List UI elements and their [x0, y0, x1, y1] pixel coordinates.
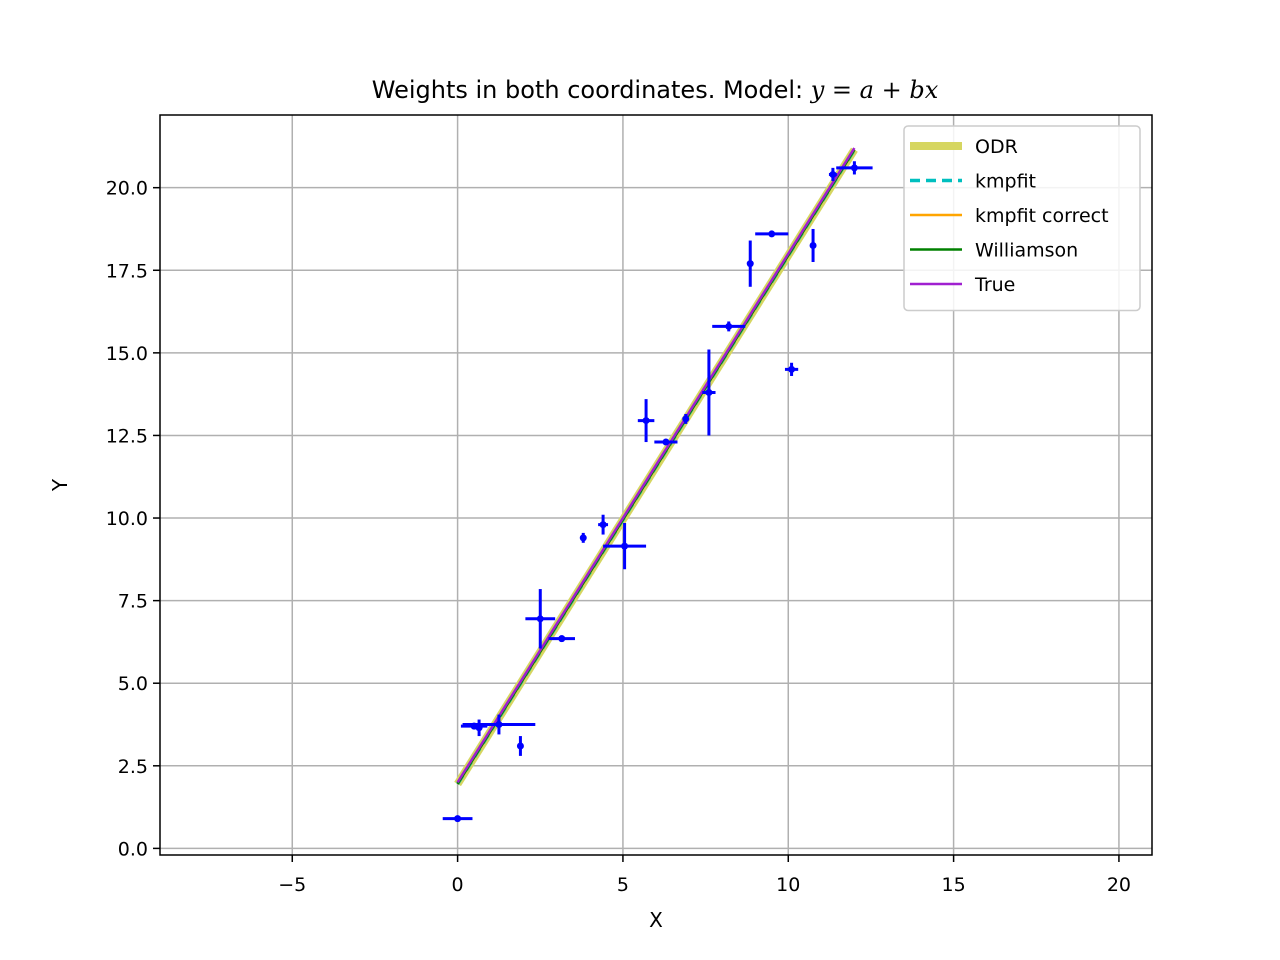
legend-box — [903, 125, 1141, 312]
fit-lines — [454, 147, 858, 787]
point-marker — [536, 615, 544, 623]
chart-title-prefix: Weights in both coordinates. Model: — [372, 76, 811, 104]
point-marker — [725, 322, 733, 330]
point-marker — [621, 542, 629, 550]
point-marker — [850, 164, 858, 172]
x-tick-label: 5 — [617, 874, 629, 896]
legend-label-kmpfit-correct: kmpfit correct — [975, 205, 1109, 227]
x-tick-label: 15 — [942, 874, 966, 896]
y-tick-label: 17.5 — [106, 260, 148, 282]
fit-line-true — [456, 147, 856, 783]
y-tick-label: 2.5 — [118, 756, 148, 778]
data-point — [755, 230, 789, 238]
point-marker — [516, 742, 524, 750]
point-marker — [454, 815, 462, 823]
data-point — [836, 161, 873, 175]
point-marker — [829, 170, 837, 178]
y-tick-label: 12.5 — [106, 425, 148, 447]
point-marker — [642, 417, 650, 425]
y-axis-label: Y — [48, 478, 72, 492]
point-marker — [495, 721, 503, 729]
legend-label-kmpfit: kmpfit — [975, 171, 1036, 193]
x-tick-label: −5 — [278, 874, 306, 896]
y-tick-label: 5.0 — [118, 673, 148, 695]
data-point — [637, 399, 655, 443]
point-marker — [475, 724, 483, 732]
y-tick-label: 15.0 — [106, 343, 148, 365]
y-tick-label: 7.5 — [118, 591, 148, 613]
x-axis: −5 0 5 10 15 20 — [278, 855, 1131, 896]
x-tick-label: 0 — [452, 874, 464, 896]
point-marker — [682, 415, 690, 423]
data-point — [462, 714, 536, 735]
data-point — [548, 635, 575, 643]
x-tick-label: 10 — [776, 874, 800, 896]
data-point — [746, 240, 754, 287]
y-tick-label: 20.0 — [106, 178, 148, 200]
x-axis-label: X — [649, 908, 663, 932]
data-point — [712, 321, 746, 332]
point-marker — [558, 635, 566, 643]
data-point — [516, 736, 524, 756]
data-point — [702, 349, 716, 436]
legend-label-williamson: Williamson — [975, 240, 1078, 262]
point-marker — [599, 521, 607, 529]
data-point — [525, 589, 556, 649]
legend-label-odr: ODR — [975, 136, 1018, 158]
data-point — [828, 167, 837, 182]
point-marker — [579, 534, 587, 542]
point-marker — [705, 389, 713, 396]
point-marker — [788, 365, 796, 373]
data-point — [475, 719, 483, 737]
y-axis: 0.0 2.5 5.0 7.5 10.0 12.5 15.0 17.5 20.0 — [106, 178, 160, 860]
y-tick-label: 10.0 — [106, 508, 148, 530]
chart-title: Weights in both coordinates. Model: y = … — [372, 76, 939, 104]
x-tick-label: 20 — [1107, 874, 1131, 896]
data-point — [442, 815, 473, 823]
data-point — [579, 532, 587, 543]
data-point — [603, 522, 647, 570]
chart-title-formula: y = a + bx — [810, 76, 939, 104]
data-points — [442, 161, 873, 823]
data-point — [682, 413, 690, 424]
data-point — [784, 362, 799, 376]
legend-label-true: True — [974, 274, 1015, 296]
point-marker — [746, 260, 754, 268]
data-point — [809, 228, 817, 263]
legend: ODR kmpfit kmpfit correct Williamson True — [903, 125, 1141, 312]
y-tick-label: 0.0 — [118, 838, 148, 860]
plot-frame — [159, 114, 1153, 856]
data-point — [598, 514, 609, 535]
data-point — [654, 438, 678, 446]
point-marker — [662, 438, 670, 446]
point-marker — [809, 241, 817, 249]
point-marker — [768, 230, 776, 238]
